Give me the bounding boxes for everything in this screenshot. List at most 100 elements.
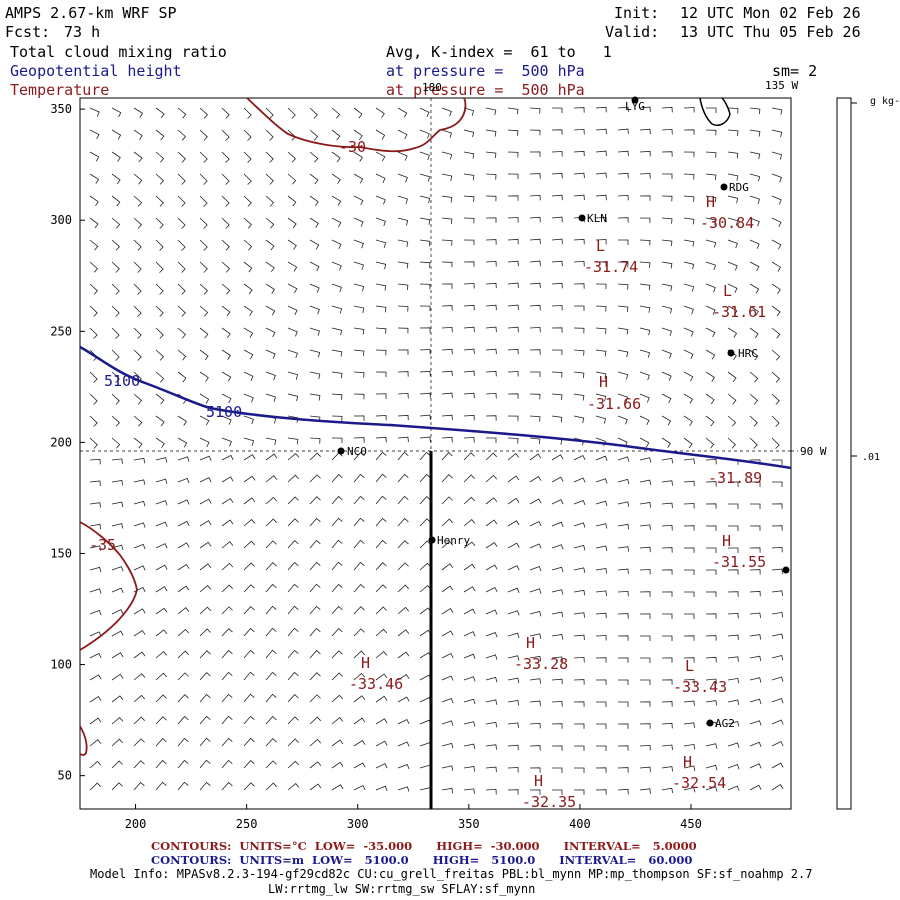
wind-barb [529, 678, 541, 684]
wind-barb [111, 327, 120, 339]
pressure-center-value: -31.89 [708, 469, 762, 487]
wind-barb [771, 697, 784, 704]
wind-barb [331, 495, 343, 505]
wind-barb [551, 589, 564, 595]
wind-barb [331, 327, 343, 336]
wind-barb [573, 789, 585, 795]
wind-barb [155, 716, 167, 725]
wind-barb [397, 283, 409, 291]
wind-barb [771, 525, 783, 531]
wind-barb [551, 723, 563, 729]
wind-barb [419, 195, 431, 204]
wind-barb [441, 195, 453, 203]
wind-barb [441, 173, 453, 181]
wind-barb [661, 261, 673, 269]
wind-barb [287, 783, 300, 791]
wind-barb [111, 217, 121, 229]
wind-barb [353, 672, 366, 681]
wind-barb [155, 283, 164, 295]
wind-barb [397, 349, 409, 355]
wind-barb [639, 457, 652, 463]
wind-barb [265, 305, 276, 316]
wind-barb [419, 392, 431, 399]
wind-barb [441, 451, 453, 461]
wind-barb [199, 585, 212, 593]
wind-barb [705, 743, 718, 749]
wind-barb [353, 239, 364, 249]
wind-barb [595, 415, 607, 424]
wind-barb [573, 679, 585, 685]
wind-barb [331, 239, 342, 249]
wind-barb [441, 151, 453, 160]
wind-barb [771, 305, 781, 317]
wind-barb [89, 502, 101, 508]
wind-barb [771, 239, 782, 250]
wind-barb [265, 371, 276, 381]
wind-barb [375, 740, 388, 747]
wind-barb [573, 349, 585, 356]
wind-barb [353, 107, 363, 119]
wind-barb [705, 195, 717, 203]
wind-barb [661, 722, 673, 729]
wind-barb [89, 393, 98, 405]
wind-barb [485, 370, 497, 377]
wind-barb [331, 739, 344, 747]
wind-barb [287, 261, 298, 272]
wind-barb [221, 497, 234, 505]
wind-barb [683, 393, 694, 404]
wind-barb [463, 608, 476, 615]
wind-barb [243, 782, 255, 791]
x-tick-label: 200 [125, 817, 147, 831]
wind-barb [133, 651, 146, 659]
wind-barb [155, 694, 167, 703]
wind-barb [661, 415, 672, 426]
wind-barb [287, 694, 299, 703]
wind-barb [419, 261, 431, 268]
wind-barb [309, 517, 321, 527]
wind-barb [463, 217, 475, 224]
wind-barb [705, 239, 717, 248]
wind-barb [639, 723, 651, 729]
wind-barb [309, 783, 322, 791]
wind-barb [155, 629, 168, 637]
wind-barb [529, 700, 541, 707]
height-contour-5100 [79, 345, 792, 470]
wind-barb [397, 239, 409, 247]
temp-contour-label: -30 [339, 138, 366, 156]
wind-barb [397, 217, 409, 226]
wind-barb [661, 106, 673, 113]
wind-barb [463, 541, 476, 549]
wind-barb [287, 217, 297, 229]
wind-barb [331, 261, 342, 271]
wind-barb [397, 451, 409, 461]
wind-barb [661, 679, 673, 685]
wind-barb [661, 591, 673, 597]
wind-barb [199, 693, 211, 703]
wind-barb [507, 700, 519, 706]
wind-barb [684, 569, 695, 575]
wind-barb [639, 239, 651, 246]
wind-barb [331, 393, 343, 400]
wind-barb [199, 393, 210, 404]
wind-barb [419, 496, 431, 505]
wind-barb [551, 701, 563, 707]
wind-barb [727, 239, 738, 249]
wind-barb [111, 717, 124, 725]
wind-barb [705, 371, 715, 382]
wind-barb [771, 283, 781, 295]
wind-barb [771, 349, 781, 361]
wind-barb [662, 635, 673, 641]
wind-barb [89, 695, 102, 703]
wind-barb [199, 759, 211, 769]
wind-barb [507, 542, 520, 549]
wind-barb [529, 565, 542, 572]
wind-barb [199, 151, 208, 163]
wind-barb [133, 543, 146, 550]
wind-barb [595, 128, 607, 135]
temp-contours-info: CONTOURS: UNITS=°C LOW= -35.000 HIGH= -3… [151, 839, 697, 853]
wind-barb [309, 583, 321, 593]
wind-barb [551, 454, 564, 461]
wind-barb [661, 524, 673, 531]
wind-barb [485, 788, 497, 795]
wind-barb [573, 327, 585, 334]
